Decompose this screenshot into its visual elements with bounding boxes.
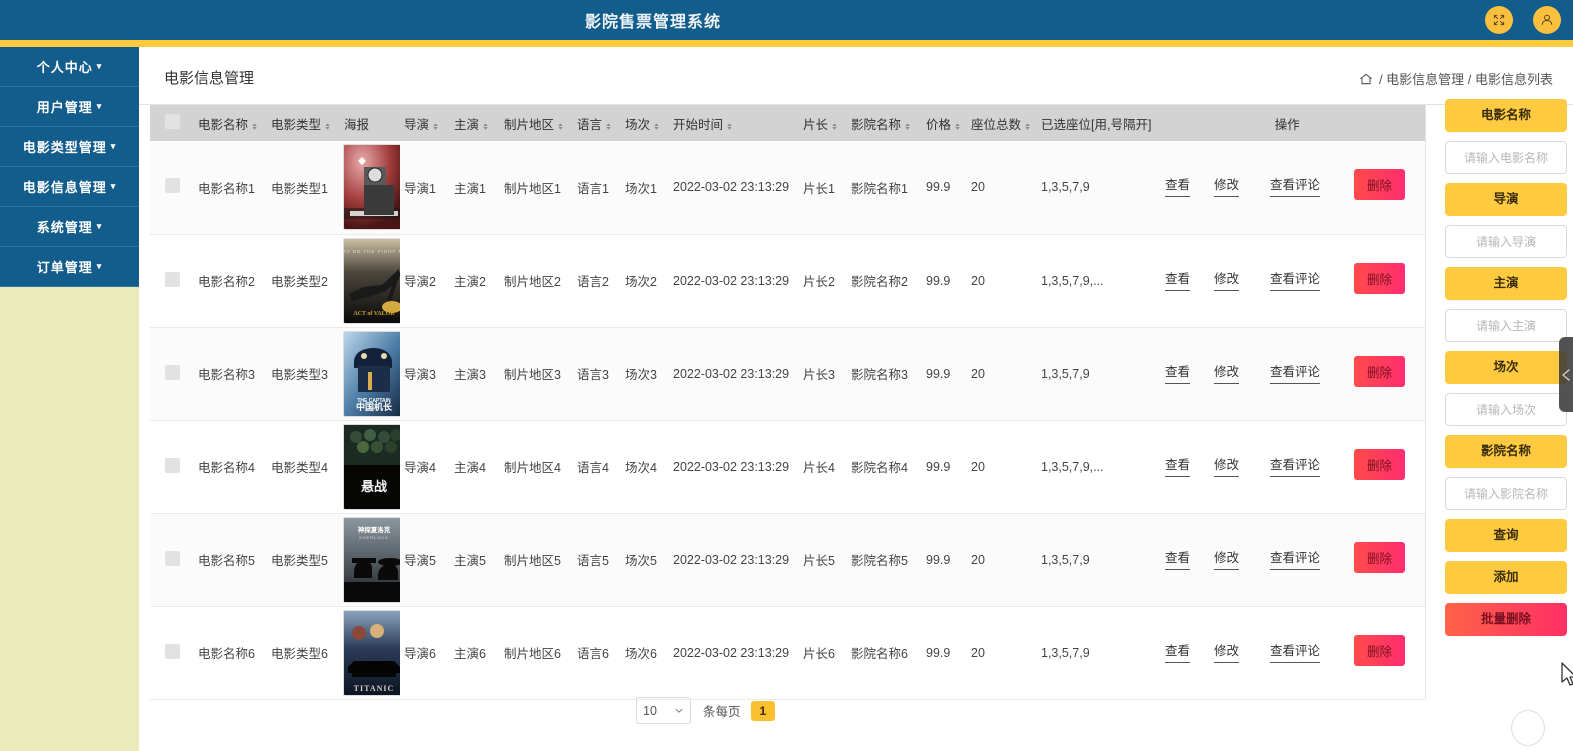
svg-text:TITANIC: TITANIC <box>354 684 395 693</box>
svg-text:悬战: 悬战 <box>361 479 387 494</box>
svg-text:神探夏洛克: 神探夏洛克 <box>358 525 391 534</box>
svg-text:WHAT DO THE FIGHT FOR?: WHAT DO THE FIGHT FOR? <box>344 249 400 254</box>
svg-text:SHERLOCK: SHERLOCK <box>359 535 389 540</box>
svg-text:ACT of VALOR: ACT of VALOR <box>353 311 395 317</box>
svg-text:中国机长: 中国机长 <box>356 401 393 412</box>
